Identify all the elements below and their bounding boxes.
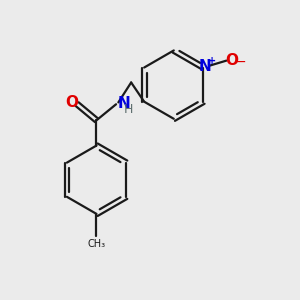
Text: N: N	[118, 96, 130, 111]
Text: O: O	[65, 95, 78, 110]
Text: CH₃: CH₃	[87, 239, 106, 249]
Text: −: −	[235, 55, 246, 69]
Text: O: O	[225, 52, 238, 68]
Text: H: H	[124, 103, 133, 116]
Text: +: +	[208, 56, 216, 66]
Text: N: N	[198, 59, 211, 74]
